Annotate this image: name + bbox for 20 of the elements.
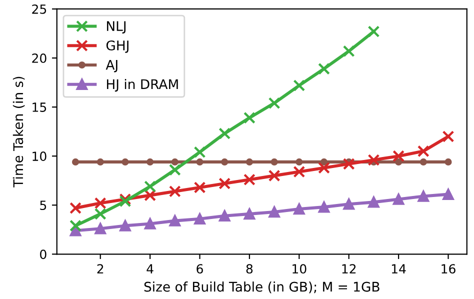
y-tick-label: 0 <box>40 250 46 260</box>
y-tick-label: 5 <box>40 200 46 210</box>
y-tick-label: 20 <box>32 53 46 63</box>
x-tick-label: 8 <box>246 264 253 274</box>
legend-label: GHJ <box>106 40 128 53</box>
x-tick-label: 12 <box>342 264 356 274</box>
y-tick-label: 15 <box>32 102 46 112</box>
y-tick-label: 10 <box>32 152 46 162</box>
y-axis-title: Time Taken (in s) <box>12 76 25 188</box>
x-tick-label: 4 <box>146 264 154 274</box>
x-tick-label: 10 <box>292 264 306 274</box>
x-tick-label: 2 <box>97 264 104 274</box>
x-tick-label: 6 <box>196 264 203 274</box>
legend-label: AJ <box>106 60 118 72</box>
legend-label: HJ in DRAM <box>106 78 178 92</box>
x-tick-label: 14 <box>392 264 406 274</box>
x-axis-title: Size of Build Table (in GB); M = 1GB <box>144 282 380 294</box>
y-tick-label: 25 <box>32 4 46 14</box>
legend-label: NLJ <box>106 21 126 34</box>
x-tick-label: 16 <box>442 264 456 274</box>
